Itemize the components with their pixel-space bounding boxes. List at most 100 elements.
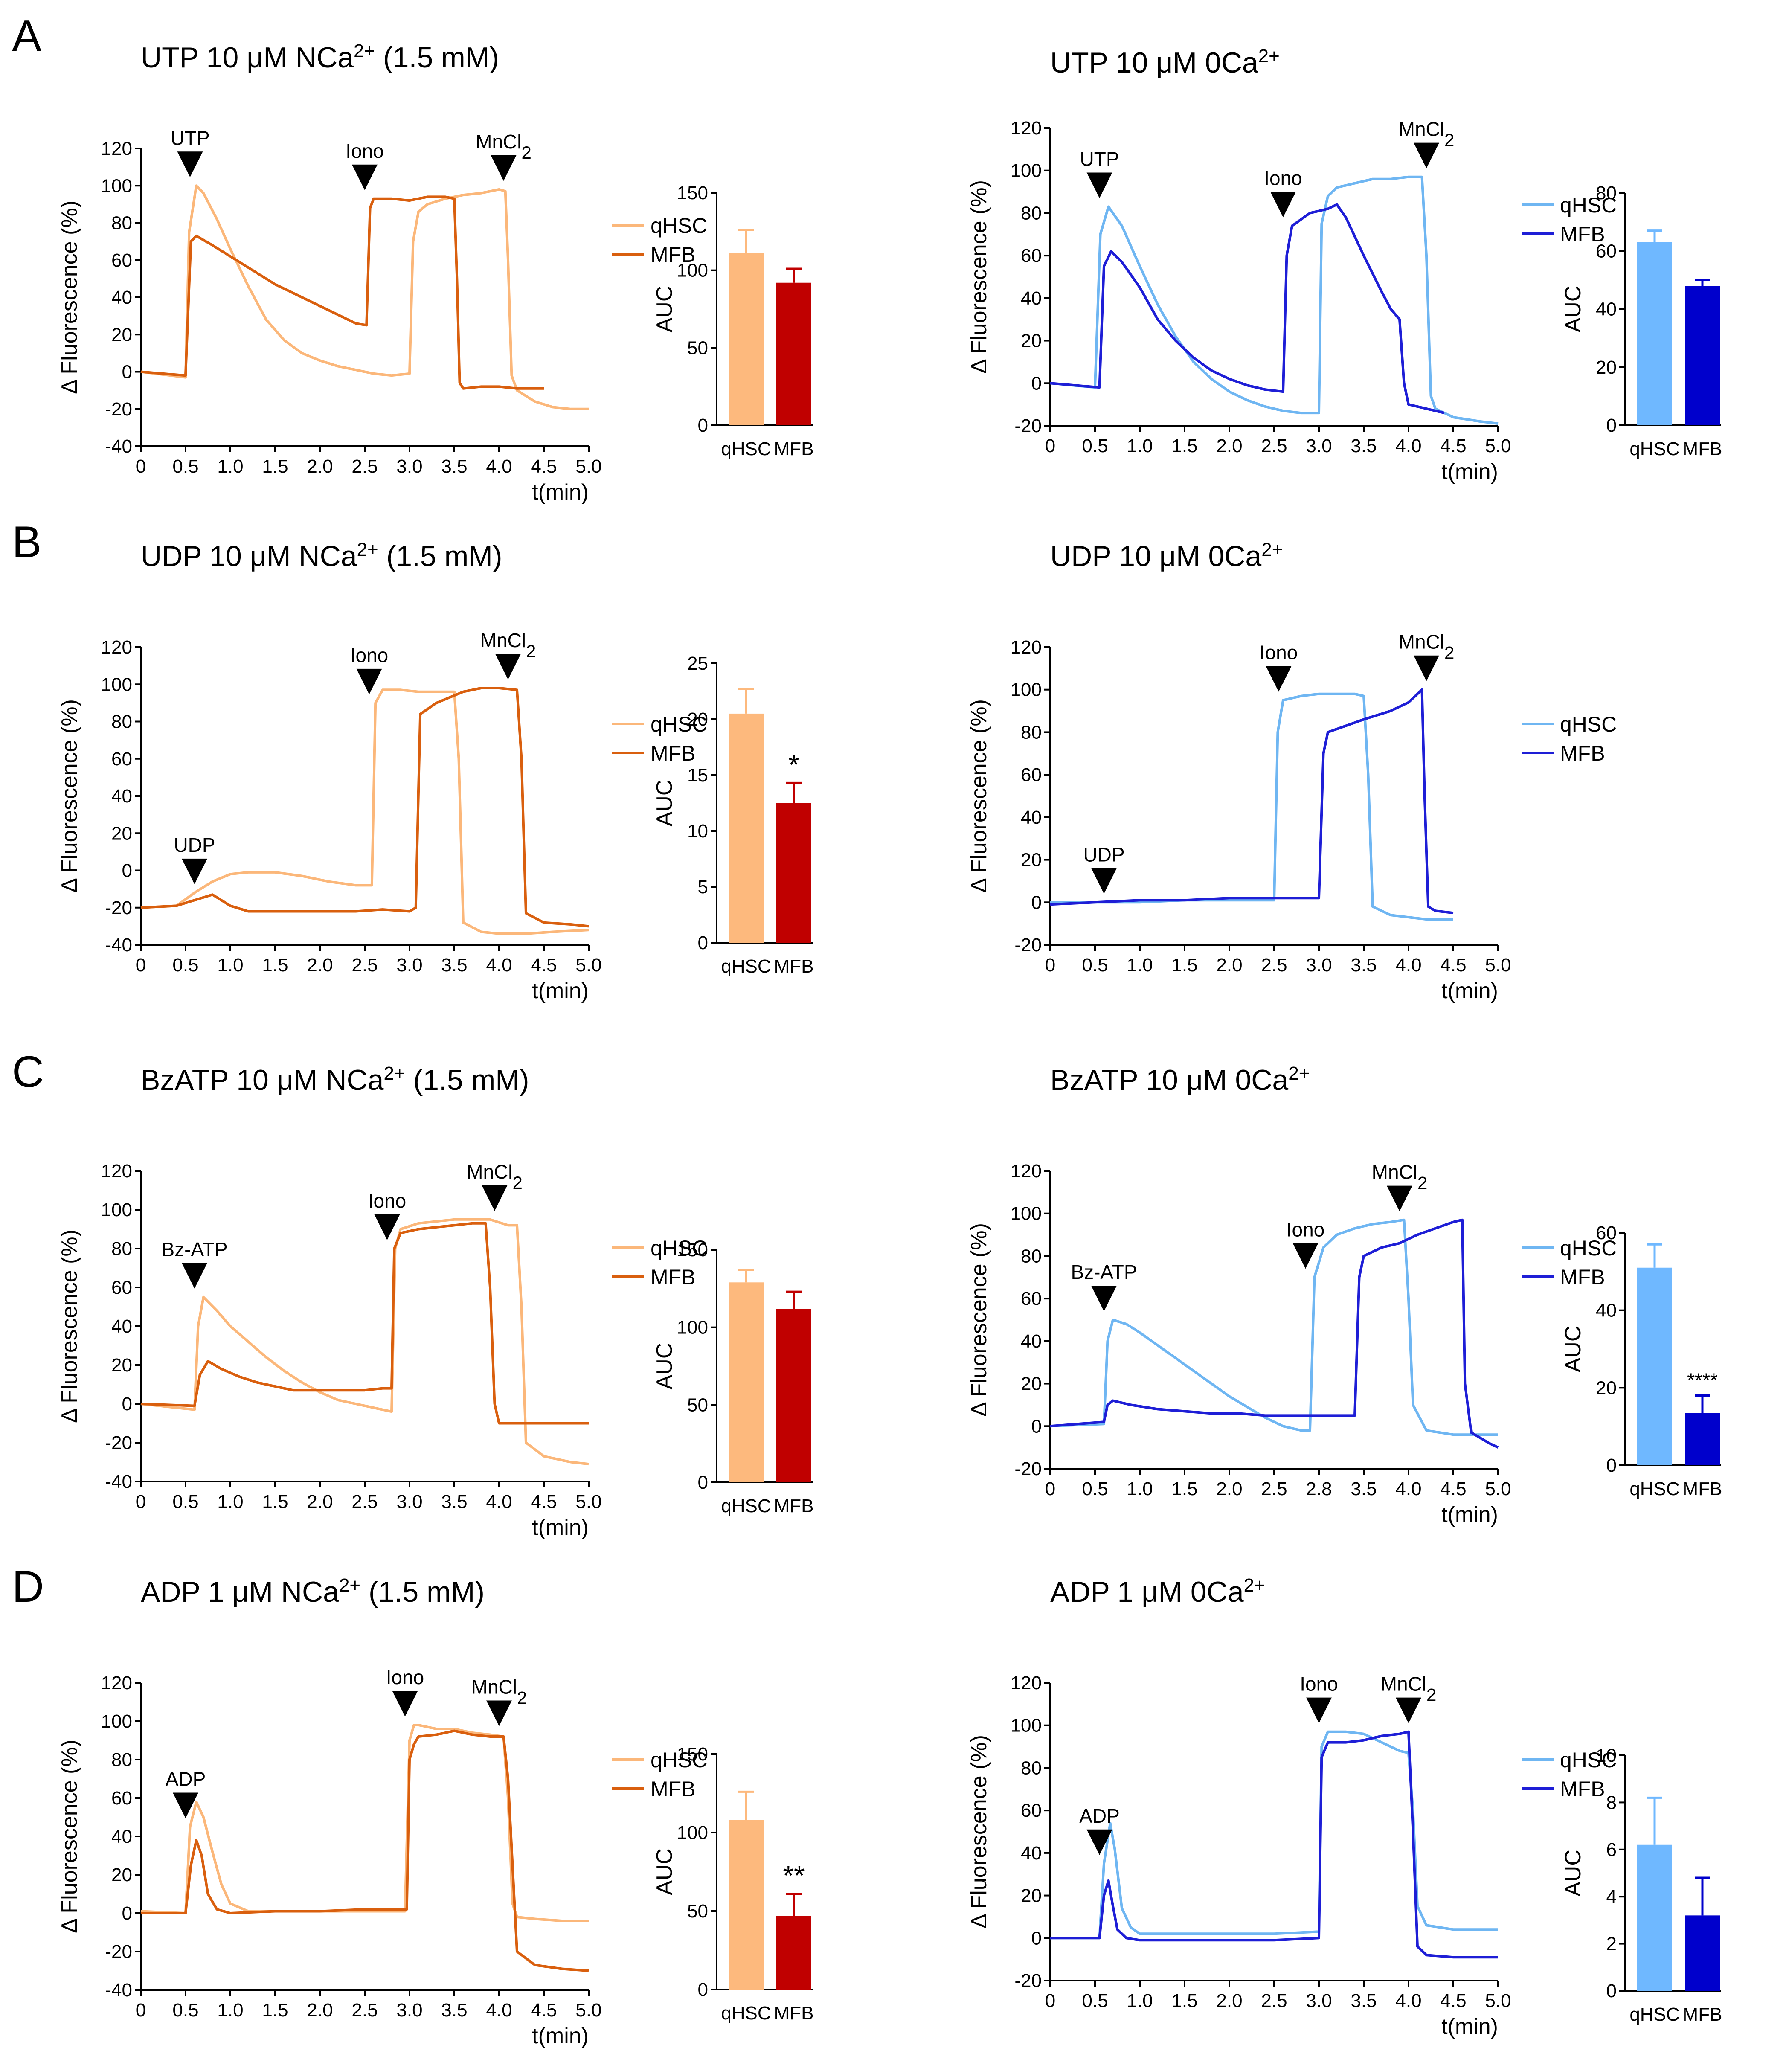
y-tick-label: 100 (101, 175, 132, 196)
y-tick-label: -20 (1014, 935, 1042, 956)
bar-qhsc (729, 713, 764, 943)
y-tick-label: 20 (1596, 1377, 1617, 1398)
y-tick-label: 0 (122, 1903, 132, 1924)
series-line-qhsc (140, 688, 589, 935)
category-label: MFB (1683, 439, 1722, 459)
stimulus-label: MnCl2 (1372, 1161, 1428, 1193)
bar-qhsc (1637, 242, 1672, 425)
legend-label-qhsc: qHSC (1560, 712, 1617, 736)
legend-label-qhsc: qHSC (1560, 1236, 1617, 1260)
y-axis-label: AUC (1561, 1850, 1586, 1897)
x-tick-label: 4.0 (486, 456, 512, 477)
x-tick-label: 3.0 (1306, 436, 1332, 456)
x-tick-label: 4.5 (1440, 1478, 1466, 1499)
bar-qhsc (729, 1282, 764, 1482)
chart-title: UTP 10 μM 0Ca2+ (1050, 46, 1280, 79)
y-tick-label: 60 (1596, 1223, 1617, 1243)
y-tick-label: 150 (677, 1240, 708, 1261)
y-tick-label: 50 (687, 1901, 708, 1922)
x-tick-label: 2.0 (307, 1491, 333, 1512)
x-tick-label: 5.0 (575, 955, 601, 976)
x-tick-label: 1.0 (217, 2000, 243, 2021)
stimulus-arrow-marker (1306, 1697, 1332, 1723)
x-tick-label: 0.5 (172, 955, 198, 976)
series-line-mfb (1050, 1730, 1498, 1959)
y-axis-label: AUC (652, 1848, 677, 1895)
series-line-qhsc (140, 1724, 589, 1922)
y-tick-label: -20 (1014, 415, 1042, 436)
x-tick-label: 0.5 (172, 456, 198, 477)
x-tick-label: 2.0 (1216, 1478, 1242, 1499)
series-line-qhsc (1050, 175, 1499, 425)
x-tick-label: 5.0 (575, 1491, 601, 1512)
y-tick-label: 2 (1606, 1934, 1617, 1955)
stimulus-arrow-marker (1292, 1243, 1319, 1269)
y-axis-label: Δ Fluorescence (%) (967, 1223, 991, 1417)
y-tick-label: 0 (1606, 1981, 1617, 2001)
x-tick-label: 3.5 (1351, 1478, 1377, 1499)
y-tick-label: 100 (677, 1317, 708, 1338)
y-tick-label: 20 (687, 709, 708, 730)
stimulus-arrow-marker (356, 668, 382, 694)
y-tick-label: 0 (698, 415, 708, 436)
y-tick-label: 5 (698, 877, 708, 898)
stimulus-arrow-marker (1387, 1185, 1412, 1211)
y-tick-label: 120 (1011, 637, 1042, 658)
y-tick-label: 10 (1596, 1745, 1617, 1766)
x-tick-label: 3.5 (441, 955, 467, 976)
x-tick-label: 1.0 (217, 456, 243, 477)
y-tick-label: 40 (1021, 807, 1042, 828)
chart-title: BzATP 10 μM NCa2+ (1.5 mM) (141, 1063, 529, 1097)
legend-label-mfb: MFB (1560, 222, 1605, 246)
x-axis-label: t(min) (1441, 459, 1498, 484)
x-tick-label: 3.0 (1306, 955, 1332, 976)
y-tick-label: 40 (1021, 1843, 1042, 1864)
category-label: MFB (774, 956, 814, 977)
legend-label-mfb: MFB (651, 1777, 696, 1801)
x-tick-label: 2.0 (1216, 436, 1242, 456)
y-tick-label: 100 (101, 1711, 132, 1732)
x-axis-label: t(min) (532, 979, 589, 1003)
stimulus-label: Iono (350, 644, 389, 666)
y-tick-label: 40 (111, 1316, 132, 1337)
x-axis-label: t(min) (532, 480, 589, 505)
stimulus-label: Bz-ATP (1071, 1261, 1137, 1283)
stimulus-label: MnCl2 (480, 629, 536, 661)
x-tick-label: 4.5 (531, 456, 557, 477)
x-tick-label: 4.0 (486, 955, 512, 976)
y-tick-label: 50 (687, 337, 708, 358)
category-label: qHSC (721, 2003, 771, 2024)
category-label: MFB (774, 1496, 814, 1516)
y-tick-label: 0 (122, 860, 132, 881)
y-tick-label: 150 (677, 1744, 708, 1765)
y-tick-label: 120 (101, 138, 132, 159)
x-tick-label: 2.5 (351, 456, 378, 477)
stimulus-label: Iono (1287, 1218, 1325, 1240)
y-tick-label: 150 (677, 183, 708, 203)
y-tick-label: 120 (101, 1161, 132, 1182)
series-line-mfb (1050, 1218, 1499, 1449)
y-tick-label: 60 (1021, 245, 1042, 266)
x-tick-label: 2.5 (351, 955, 378, 976)
series-line-mfb (140, 687, 589, 928)
y-tick-label: 20 (111, 823, 132, 844)
y-tick-label: 80 (1021, 1757, 1042, 1778)
stimulus-arrow-marker (486, 1700, 512, 1726)
y-tick-label: -20 (1014, 1458, 1042, 1479)
legend-label-mfb: MFB (651, 1265, 696, 1289)
y-tick-label: 20 (1021, 1374, 1042, 1394)
stimulus-label: Iono (1300, 1673, 1338, 1695)
y-tick-label: 0 (1031, 373, 1042, 394)
y-tick-label: 20 (111, 1865, 132, 1885)
chart-title: ADP 1 μM 0Ca2+ (1050, 1575, 1265, 1609)
x-tick-label: 1.5 (262, 1491, 288, 1512)
y-tick-label: 40 (1596, 1300, 1617, 1321)
x-tick-label: 2.5 (1261, 1478, 1287, 1499)
stimulus-arrow-marker (182, 1263, 207, 1289)
x-tick-label: 1.0 (217, 1491, 243, 1512)
y-tick-label: -20 (105, 898, 132, 918)
